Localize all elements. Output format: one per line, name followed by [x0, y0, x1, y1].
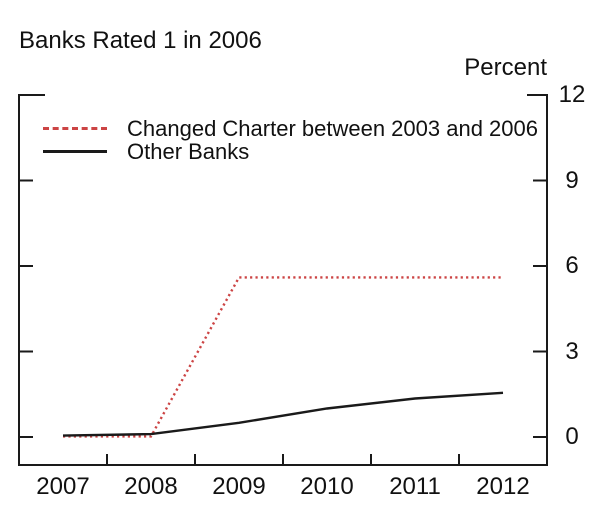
x-axis-tick-label: 2007 — [36, 473, 90, 500]
x-axis-tick-label: 2011 — [389, 473, 441, 500]
y-axis-tick-label: 6 — [565, 252, 579, 279]
legend-item-other-banks: Other Banks — [43, 140, 538, 163]
y-axis-tick-label: 3 — [565, 337, 579, 365]
x-axis-tick-label: 2010 — [300, 473, 354, 500]
legend-solid-line-sample — [43, 150, 107, 153]
legend-label-other-banks: Other Banks — [127, 139, 250, 164]
legend-dashed-line-sample — [43, 127, 107, 130]
y-axis-tick-label: 12 — [558, 81, 586, 108]
y-axis-unit-label: Percent — [464, 54, 547, 81]
chart-title: Banks Rated 1 in 2006 — [19, 27, 262, 54]
legend-label-changed-charter: Changed Charter between 2003 and 2006 — [127, 116, 538, 141]
x-axis-tick-label: 2009 — [212, 473, 266, 500]
y-axis-tick-label: 9 — [565, 166, 579, 194]
legend-item-changed-charter: Changed Charter between 2003 and 2006 — [43, 117, 538, 140]
x-axis-tick-label: 2008 — [124, 473, 178, 500]
x-axis-tick-label: 2012 — [476, 473, 530, 500]
legend: Changed Charter between 2003 and 2006 Ot… — [43, 117, 538, 163]
y-axis-tick-label: 0 — [565, 423, 579, 450]
series-line-changed-charter — [63, 276, 503, 438]
series-line-other-banks — [62, 391, 504, 437]
